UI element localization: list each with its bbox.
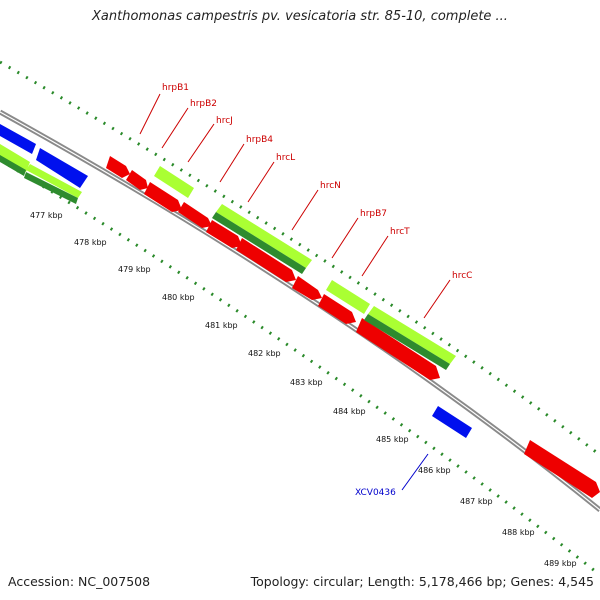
gene-label-hrpB7[interactable]: hrpB7 bbox=[360, 209, 387, 219]
gene-label-hrcJ[interactable]: hrcJ bbox=[216, 116, 233, 126]
leader-line bbox=[423, 279, 451, 319]
inner-tick-track bbox=[0, 158, 600, 577]
gene-light-green[interactable] bbox=[368, 306, 456, 364]
leader-line bbox=[401, 453, 429, 491]
gene-red[interactable] bbox=[126, 170, 148, 190]
gene-dark-green[interactable] bbox=[0, 155, 26, 176]
kbp-label: 479 kbp bbox=[118, 265, 151, 274]
accession-info: Accession: NC_007508 bbox=[8, 574, 151, 589]
kbp-label: 478 kbp bbox=[74, 238, 107, 247]
gene-blue[interactable] bbox=[432, 406, 472, 438]
gene-red[interactable] bbox=[206, 220, 242, 248]
kbp-label: 487 kbp bbox=[460, 497, 493, 506]
kbp-label: 481 kbp bbox=[205, 321, 238, 330]
kbp-label: 488 kbp bbox=[502, 528, 535, 537]
gene-red[interactable] bbox=[318, 294, 356, 324]
kbp-label: 480 kbp bbox=[162, 293, 195, 302]
gene-label-hrcC[interactable]: hrcC bbox=[452, 271, 472, 281]
gene-light-green[interactable] bbox=[326, 280, 370, 314]
map-title: Xanthomonas campestris pv. vesicatoria s… bbox=[92, 9, 508, 24]
gene-red[interactable] bbox=[524, 440, 600, 498]
gene-label-hrpB4[interactable]: hrpB4 bbox=[246, 135, 273, 145]
gene-light-green[interactable] bbox=[154, 166, 194, 198]
kbp-label: 484 kbp bbox=[333, 407, 366, 416]
gene-light-green[interactable] bbox=[26, 164, 82, 198]
backbone-line bbox=[0, 109, 600, 512]
gene-blue[interactable] bbox=[0, 124, 36, 154]
gene-label-hrcN[interactable]: hrcN bbox=[320, 181, 341, 191]
kbp-label: 485 kbp bbox=[376, 435, 409, 444]
gene-label-XCV0436[interactable]: XCV0436 bbox=[355, 488, 396, 498]
gene-red[interactable] bbox=[106, 156, 130, 178]
gene-dark-green[interactable] bbox=[364, 314, 450, 370]
kbp-label: 482 kbp bbox=[248, 349, 281, 358]
gene-dark-green[interactable] bbox=[212, 212, 306, 274]
gene-red[interactable] bbox=[178, 202, 212, 228]
kbp-label: 483 kbp bbox=[290, 378, 323, 387]
gene-label-hrpB2[interactable]: hrpB2 bbox=[190, 99, 217, 109]
gene-label-hrpB1[interactable]: hrpB1 bbox=[162, 83, 189, 93]
topology-info: Topology: circular; Length: 5,178,466 bp… bbox=[250, 574, 594, 589]
gene-red[interactable] bbox=[292, 276, 322, 300]
gene-red[interactable] bbox=[356, 318, 440, 380]
leader-line bbox=[161, 107, 189, 149]
leader-line bbox=[247, 161, 275, 203]
kbp-label: 489 kbp bbox=[544, 559, 577, 568]
leader-line bbox=[291, 189, 319, 231]
gene-dark-green[interactable] bbox=[24, 172, 78, 204]
kbp-label: 477 kbp bbox=[30, 211, 63, 220]
gene-red[interactable] bbox=[236, 238, 296, 282]
gene-label-hrcT[interactable]: hrcT bbox=[390, 227, 410, 237]
gene-light-green[interactable] bbox=[0, 144, 30, 172]
gene-red[interactable] bbox=[144, 182, 182, 212]
leader-line bbox=[331, 217, 359, 259]
leader-line bbox=[187, 123, 215, 163]
backbone-line-inner bbox=[0, 111, 600, 511]
gene-blue[interactable] bbox=[36, 148, 88, 188]
kbp-label: 486 kbp bbox=[418, 466, 451, 475]
gene-light-green[interactable] bbox=[216, 204, 312, 268]
leader-line bbox=[219, 143, 245, 183]
leader-line bbox=[361, 235, 389, 277]
leader-line bbox=[139, 93, 161, 135]
gene-label-hrcL[interactable]: hrcL bbox=[276, 153, 295, 163]
